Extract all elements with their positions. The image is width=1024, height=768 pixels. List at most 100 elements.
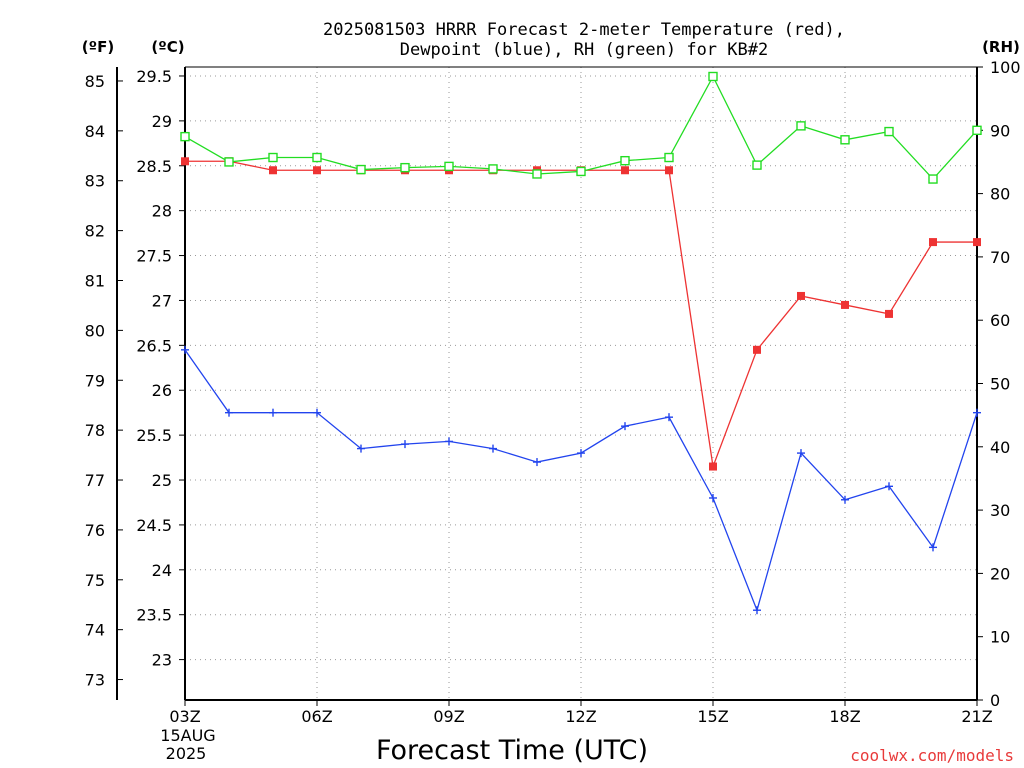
- dewpoint-point: [709, 493, 717, 502]
- celsius-tick-label: 23.5: [136, 606, 172, 625]
- rh-point: [884, 126, 894, 137]
- celsius-tick-label: 28: [152, 202, 172, 221]
- dewpoint-point: [225, 408, 233, 417]
- celsius-tick-label: 28.5: [136, 157, 172, 176]
- dewpoint-point: [665, 413, 673, 422]
- dewpoint-point: [973, 408, 981, 417]
- rh-point: [180, 131, 190, 142]
- rh-point: [708, 71, 718, 82]
- rh-point: [224, 157, 234, 167]
- unit-label-rh: (RH): [982, 38, 1020, 56]
- celsius-tick-label: 29.5: [136, 67, 172, 86]
- fahrenheit-tick-label: 78: [85, 421, 105, 440]
- rh-point: [444, 161, 454, 172]
- fahrenheit-tick-label: 73: [85, 671, 105, 690]
- dewpoint-point: [753, 606, 761, 615]
- celsius-tick-label: 25: [152, 471, 172, 490]
- dewpoint-point: [885, 482, 893, 491]
- temperature-point: [929, 238, 937, 247]
- x-tick-label: 12Z: [565, 707, 596, 726]
- rh-point: [972, 125, 982, 136]
- celsius-tick-label: 24: [152, 561, 172, 580]
- fahrenheit-tick-label: 81: [85, 271, 105, 290]
- fahrenheit-tick-label: 82: [85, 222, 105, 241]
- temperature-point: [885, 309, 893, 318]
- temperature-point: [665, 166, 673, 175]
- rh-point: [400, 162, 410, 173]
- rh-tick-label: 0: [990, 691, 1000, 710]
- celsius-tick-label: 27: [152, 291, 172, 310]
- rh-tick-label: 30: [990, 501, 1010, 520]
- dewpoint-point: [357, 444, 365, 453]
- rh-tick-label: 80: [990, 185, 1010, 204]
- axes: [116, 66, 983, 706]
- x-axis-title: Forecast Time (UTC): [376, 735, 648, 766]
- dewpoint-point: [797, 449, 805, 458]
- rh-point: [268, 152, 278, 163]
- temperature-series: [181, 157, 981, 471]
- rh-point: [928, 174, 938, 184]
- x-tick-label: 06Z: [301, 707, 332, 726]
- fahrenheit-tick-label: 84: [85, 122, 105, 141]
- fahrenheit-tick-label: 76: [85, 521, 105, 540]
- temperature-point: [269, 166, 277, 175]
- rh-point: [312, 152, 322, 163]
- fahrenheit-tick-label: 77: [85, 471, 105, 490]
- fahrenheit-tick-label: 75: [85, 571, 105, 590]
- rh-point: [488, 164, 498, 174]
- fahrenheit-tick-label: 80: [85, 321, 105, 340]
- rh-series: [180, 71, 982, 184]
- dewpoint-point: [313, 408, 321, 417]
- rh-tick-label: 70: [990, 248, 1010, 267]
- dewpoint-point: [577, 449, 585, 458]
- celsius-tick-label: 29: [152, 112, 172, 131]
- rh-point: [620, 155, 630, 166]
- dewpoint-point: [181, 345, 189, 354]
- rh-point: [752, 160, 762, 170]
- dewpoint-point: [269, 408, 277, 417]
- rh-point: [796, 121, 806, 131]
- temperature-point: [973, 238, 981, 247]
- credit-text: coolwx.com/models: [850, 746, 1014, 765]
- x-tick-label: 21Z: [961, 707, 992, 726]
- rh-tick-label: 20: [990, 564, 1010, 583]
- celsius-tick-label: 26.5: [136, 336, 172, 355]
- temperature-point: [753, 345, 761, 354]
- dewpoint-point: [489, 444, 497, 453]
- dewpoint-point: [929, 543, 937, 552]
- rh-point: [840, 135, 850, 145]
- rh-point: [356, 164, 366, 175]
- dewpoint-point: [445, 437, 453, 446]
- dewpoint-point: [401, 440, 409, 449]
- x-tick-label: 09Z: [433, 707, 464, 726]
- unit-label-celsius: (ºC): [151, 38, 184, 56]
- fahrenheit-tick-label: 74: [85, 621, 105, 640]
- rh-point: [532, 169, 542, 179]
- rh-tick-label: 40: [990, 438, 1010, 457]
- rh-point: [664, 152, 674, 163]
- grid-lines: [185, 67, 977, 700]
- x-tick-label: 18Z: [829, 707, 860, 726]
- rh-tick-label: 50: [990, 375, 1010, 394]
- unit-label-fahrenheit: (ºF): [82, 38, 114, 56]
- tick-labels: 03Z 06Z 09Z 12Z 15Z 18Z 21Z 23 23.5 24 24.5 25 25.5 2…: [85, 58, 1021, 726]
- rh-point: [576, 166, 586, 177]
- fahrenheit-tick-label: 83: [85, 172, 105, 191]
- x-tick-label: 15Z: [697, 707, 728, 726]
- x-tick-label: 03Z: [169, 707, 200, 726]
- temperature-point: [709, 462, 717, 471]
- fahrenheit-tick-label: 79: [85, 371, 105, 390]
- rh-tick-label: 100: [990, 58, 1021, 77]
- dewpoint-point: [533, 458, 541, 467]
- dewpoint-series: [181, 345, 981, 615]
- rh-tick-label: 60: [990, 311, 1010, 330]
- celsius-tick-label: 24.5: [136, 516, 172, 535]
- temperature-point: [797, 291, 805, 300]
- temperature-point: [181, 157, 189, 166]
- celsius-tick-label: 27.5: [136, 247, 172, 266]
- celsius-tick-label: 26: [152, 381, 172, 400]
- chart-title-line2: Dewpoint (blue), RH (green) for KB#2: [400, 40, 768, 60]
- data-series: [180, 71, 982, 615]
- temperature-point: [621, 166, 629, 175]
